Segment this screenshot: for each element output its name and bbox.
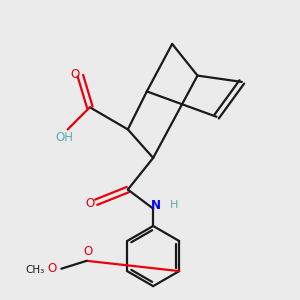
Text: O: O (85, 197, 94, 210)
Text: O: O (48, 262, 57, 275)
Text: O: O (70, 68, 79, 80)
Text: CH₃: CH₃ (26, 265, 45, 275)
Text: O: O (49, 266, 50, 267)
Text: O–CH₃: O–CH₃ (55, 265, 59, 266)
Text: N: N (151, 199, 161, 212)
Text: OH: OH (56, 131, 74, 144)
Text: H: H (169, 200, 178, 210)
Text: O: O (84, 245, 93, 258)
